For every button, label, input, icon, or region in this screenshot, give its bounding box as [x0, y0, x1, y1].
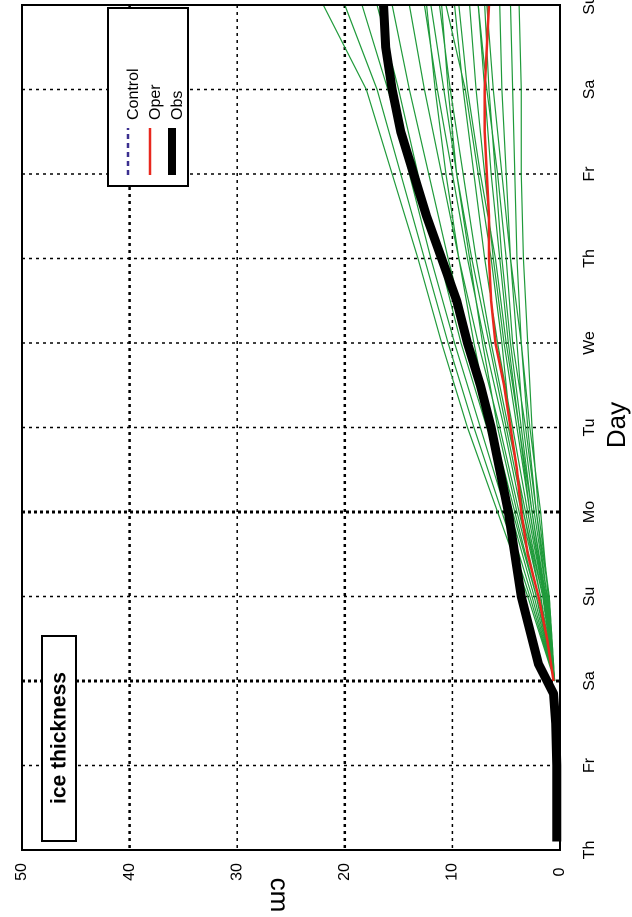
day-tick-label: Th: [581, 841, 598, 860]
series-line-obs: [379, 4, 562, 842]
title-box: ice thickness: [41, 635, 77, 842]
day-tick-label: Th: [581, 249, 598, 268]
day-tick-label: Sa: [581, 80, 598, 100]
day-tick-label: Su: [581, 587, 598, 607]
ensemble-member-line: [469, 4, 556, 682]
chart-title: ice thickness: [48, 672, 71, 804]
plot-frame: [21, 4, 561, 851]
ensemble-member-line: [438, 4, 556, 682]
ensemble-member-line: [477, 4, 556, 682]
legend-label: Obs: [169, 91, 186, 120]
cm-tick-label: 40: [121, 863, 138, 881]
title-frame: [41, 635, 77, 842]
ensemble-member-line: [425, 4, 556, 682]
cm-tick-label: 10: [444, 863, 461, 881]
main-series: [379, 4, 562, 842]
cm-tick-label: 50: [13, 863, 30, 881]
day-tick-label: We: [581, 331, 598, 355]
ensemble-member-line: [445, 4, 556, 682]
cm-tick-label: 0: [551, 867, 568, 876]
cm-tick-label: 30: [228, 863, 245, 881]
x-axis-label: Day: [601, 402, 631, 448]
ensemble-member-line: [477, 4, 556, 682]
y-axis-label: cm: [265, 878, 295, 913]
series-line-oper: [483, 4, 555, 682]
grid: [22, 5, 560, 850]
legend-label: Oper: [147, 84, 164, 120]
cm-tick-label: 20: [336, 863, 353, 881]
ensemble-member-line: [430, 4, 556, 682]
ensemble-member-line: [499, 4, 556, 682]
ensemble-member-line: [453, 4, 556, 682]
day-tick-label: Mo: [581, 501, 598, 523]
legend-label: Control: [125, 68, 142, 120]
ensemble-member-line: [484, 4, 556, 682]
day-tick-label: Fr: [581, 166, 598, 182]
ensemble-member-line: [458, 4, 556, 682]
legend: Control Oper Obs: [107, 7, 189, 187]
ensemble-member-line: [423, 4, 556, 682]
day-tick-label: Sa: [581, 671, 598, 691]
tick-labels: Th Fr Sa Su Mo Tu We Th Fr Sa Su 0 10 20 30 40 50: [13, 0, 598, 881]
ensemble-member-line: [486, 4, 556, 682]
ensemble-member-line: [376, 4, 556, 682]
day-tick-label: Su: [581, 0, 598, 15]
day-tick-label: Tu: [581, 418, 598, 436]
day-tick-label: Fr: [581, 757, 598, 773]
